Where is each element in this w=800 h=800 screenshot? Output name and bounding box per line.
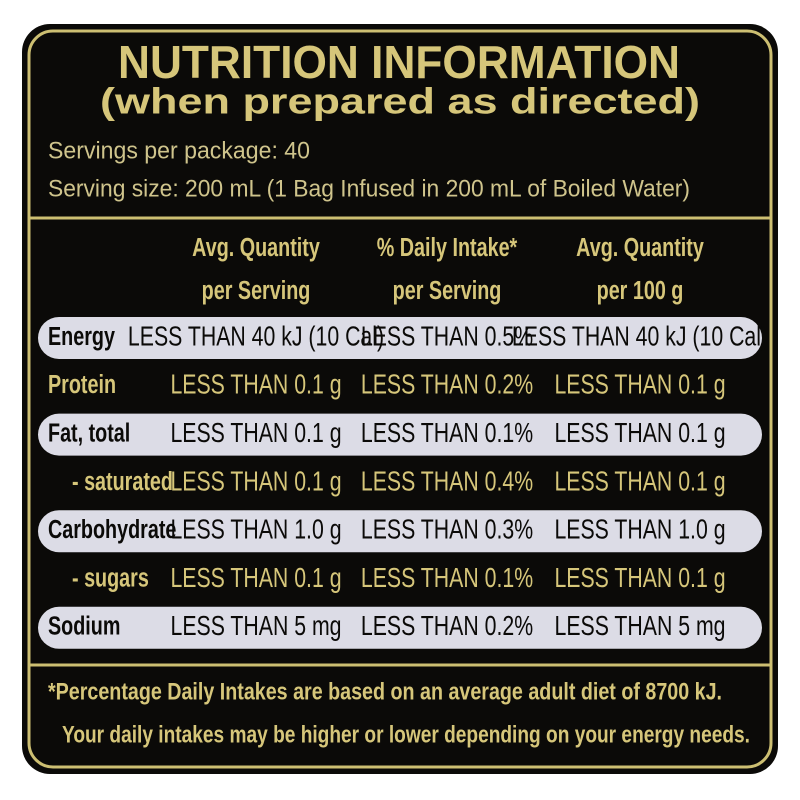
row-value: LESS THAN 0.1 g <box>554 562 725 594</box>
row-highlight <box>38 317 762 359</box>
row-value: LESS THAN 0.1 g <box>554 466 725 498</box>
row-value: LESS THAN 0.2% <box>361 369 533 401</box>
row-value: LESS THAN 0.5% <box>361 321 533 353</box>
row-value: LESS THAN 0.4% <box>361 466 533 498</box>
row-label: - sugars <box>72 563 149 592</box>
row-value: LESS THAN 0.3% <box>361 514 533 546</box>
footnote: Your daily intakes may be higher or lowe… <box>62 721 750 748</box>
title: NUTRITION INFORMATION <box>118 36 680 88</box>
row-value: LESS THAN 0.1 g <box>170 369 341 401</box>
label-background <box>22 24 778 774</box>
label-border <box>27 29 773 769</box>
row-value: LESS THAN 0.1% <box>361 417 533 449</box>
serving-size: Serving size: 200 mL (1 Bag Infused in 2… <box>48 175 690 202</box>
footnote: *Percentage Daily Intakes are based on a… <box>48 678 722 705</box>
subtitle: (when prepared as directed) <box>100 81 700 122</box>
column-header: % Daily Intake* <box>377 232 518 261</box>
row-value: LESS THAN 40 kJ (10 Cal) <box>512 321 768 353</box>
column-header: per Serving <box>393 275 502 304</box>
row-value: LESS THAN 0.2% <box>361 610 533 642</box>
row-label: Protein <box>48 370 116 399</box>
row-label: Energy <box>48 321 115 350</box>
row-value: LESS THAN 1.0 g <box>554 514 725 546</box>
row-label: Fat, total <box>48 418 130 447</box>
row-value: LESS THAN 40 kJ (10 Cal) <box>128 321 384 353</box>
row-value: LESS THAN 0.1 g <box>170 417 341 449</box>
row-highlight <box>38 510 762 553</box>
row-value: LESS THAN 1.0 g <box>170 514 341 546</box>
column-header: Avg. Quantity <box>576 232 704 261</box>
column-header: per 100 g <box>597 275 684 304</box>
row-value: LESS THAN 5 mg <box>170 610 341 642</box>
row-label: - saturated <box>72 466 173 495</box>
column-header: Avg. Quantity <box>192 232 320 261</box>
row-highlight <box>38 413 762 456</box>
column-header: per Serving <box>202 275 311 304</box>
row-value: LESS THAN 0.1 g <box>554 369 725 401</box>
row-label: Sodium <box>48 611 120 640</box>
row-value: LESS THAN 0.1 g <box>170 466 341 498</box>
row-label: Carbohydrate <box>48 514 177 543</box>
row-value: LESS THAN 0.1% <box>361 562 533 594</box>
row-value: LESS THAN 0.1 g <box>554 417 725 449</box>
servings: Servings per package: 40 <box>48 137 310 164</box>
row-value: LESS THAN 5 mg <box>554 610 725 642</box>
row-value: LESS THAN 0.1 g <box>170 562 341 594</box>
row-highlight <box>38 606 762 649</box>
